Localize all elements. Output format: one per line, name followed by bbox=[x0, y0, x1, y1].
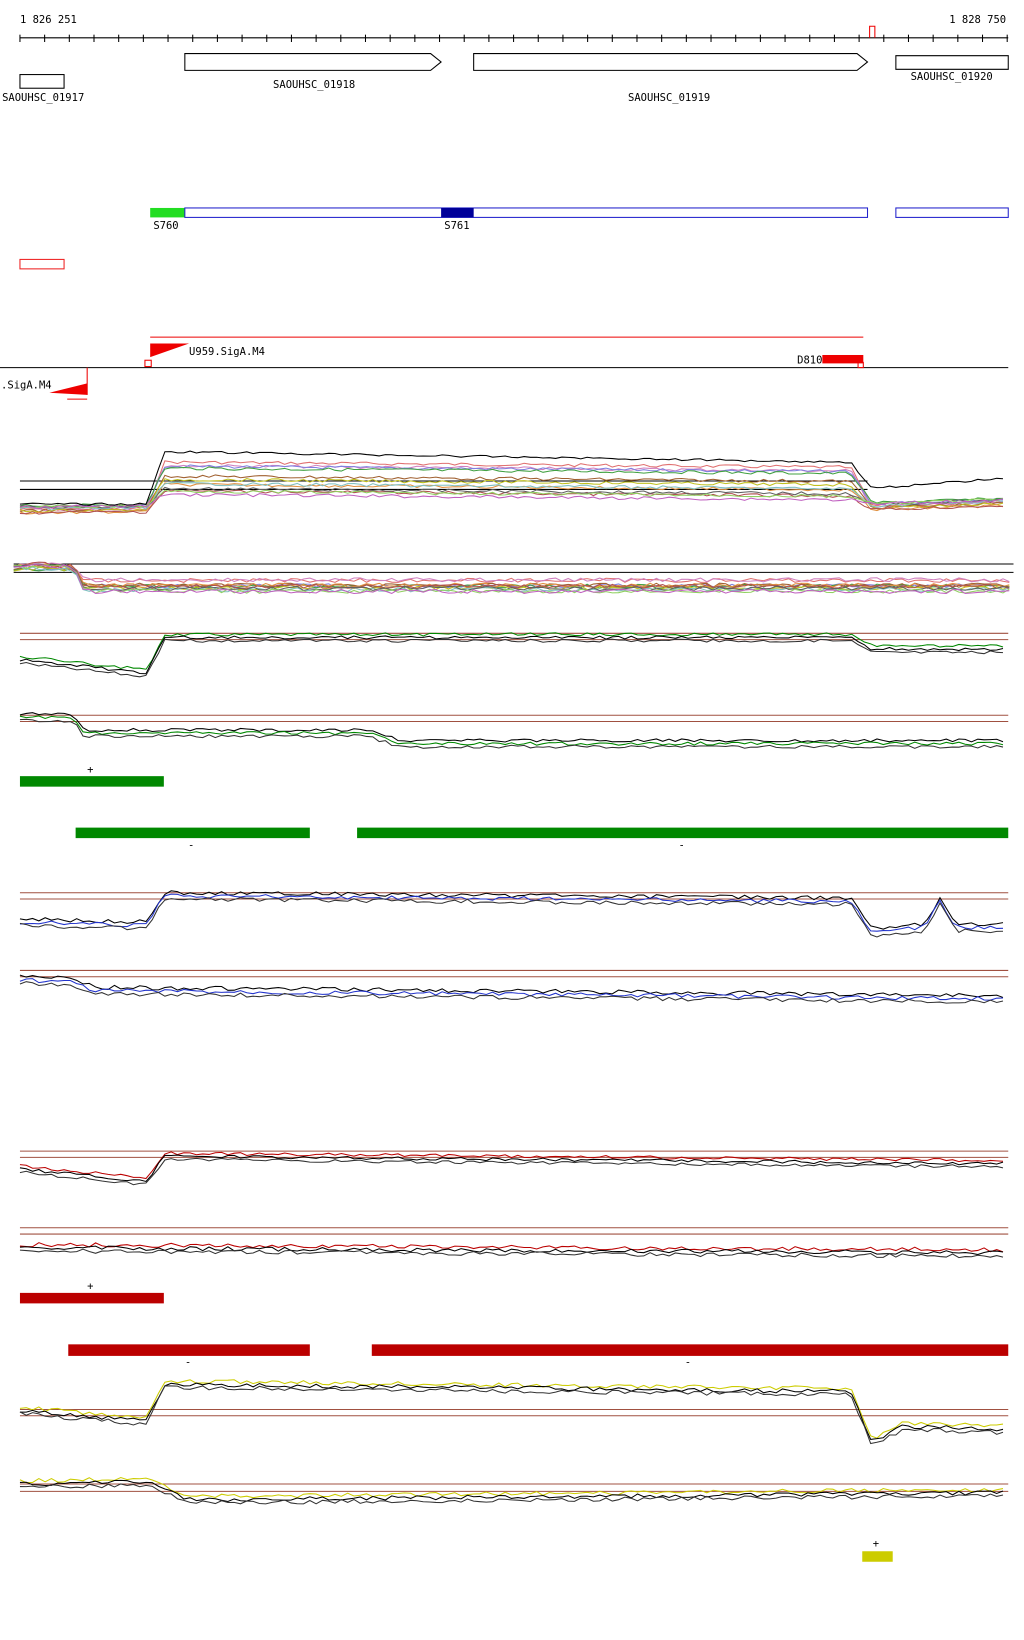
coverage-trace bbox=[19, 715, 1004, 746]
coverage-trace bbox=[19, 718, 1004, 749]
strand-label: + bbox=[87, 1281, 93, 1293]
strand-bar bbox=[19, 1292, 164, 1304]
coverage-trace bbox=[19, 1385, 1004, 1445]
coverage-trace bbox=[19, 1242, 1004, 1253]
coverage-trace bbox=[19, 481, 1004, 511]
gene-arrow bbox=[184, 53, 442, 71]
strand-bar bbox=[68, 1344, 310, 1356]
coverage-trace bbox=[19, 712, 1004, 743]
coverage-trace bbox=[13, 562, 1010, 583]
coverage-trace bbox=[19, 1379, 1004, 1439]
strand-label: - bbox=[678, 840, 684, 852]
segment bbox=[895, 207, 1009, 218]
strand-bar bbox=[862, 1551, 893, 1562]
ruler-end: 1 828 750 bbox=[949, 14, 1006, 26]
coverage-trace bbox=[19, 893, 1004, 932]
coverage-trace bbox=[19, 638, 1004, 678]
coverage-trace bbox=[19, 635, 1004, 675]
ruler-marker bbox=[869, 25, 876, 38]
coverage-trace bbox=[19, 1483, 1004, 1505]
coverage-trace bbox=[19, 981, 1004, 1004]
promoter bbox=[49, 383, 88, 395]
segment-label: S761 bbox=[444, 220, 469, 232]
coverage-trace bbox=[19, 978, 1004, 1001]
coverage-trace bbox=[13, 564, 1010, 583]
coverage-trace bbox=[19, 1382, 1004, 1440]
coverage-trace bbox=[19, 1476, 1004, 1499]
segment bbox=[184, 207, 869, 218]
strand-bar bbox=[371, 1344, 1009, 1356]
gene-label: SAOUHSC_01918 bbox=[273, 79, 355, 91]
tracks: 1 826 251 1 828 750 SAOUHSC_01917 SAOUHS… bbox=[0, 14, 1009, 1562]
coverage-trace bbox=[19, 1245, 1004, 1256]
segment bbox=[19, 258, 65, 270]
coverage-trace bbox=[13, 563, 1010, 592]
segment bbox=[441, 207, 474, 218]
gene-label: SAOUHSC_01919 bbox=[628, 92, 710, 104]
coverage-trace bbox=[19, 897, 1004, 938]
segment-label: S760 bbox=[153, 220, 178, 232]
coverage-trace bbox=[13, 564, 1010, 595]
terminator-label: D810 bbox=[797, 354, 822, 366]
coverage-trace bbox=[19, 486, 1004, 509]
coverage-trace bbox=[19, 489, 1004, 509]
strand-bar bbox=[357, 827, 1009, 839]
coverage-trace bbox=[19, 460, 1004, 511]
coverage-trace bbox=[19, 493, 1004, 509]
coverage-trace bbox=[19, 1154, 1004, 1183]
promoter bbox=[150, 343, 190, 358]
strand-bar bbox=[75, 827, 310, 839]
coverage-trace bbox=[13, 566, 1010, 593]
gene-label: SAOUHSC_01920 bbox=[911, 71, 993, 83]
coverage-trace bbox=[19, 974, 1004, 998]
coverage-trace bbox=[19, 1151, 1004, 1180]
strand-label: - bbox=[685, 1356, 691, 1368]
coverage-trace bbox=[19, 450, 1004, 506]
promoter-tick bbox=[144, 359, 152, 368]
strand-label: + bbox=[873, 1538, 879, 1550]
coverage-trace bbox=[19, 1248, 1004, 1259]
coverage-trace bbox=[19, 474, 1004, 513]
segment bbox=[150, 207, 185, 218]
coverage-trace bbox=[19, 478, 1004, 513]
promoter-label: U959.SigA.M4 bbox=[189, 346, 265, 358]
coverage-trace bbox=[19, 466, 1003, 508]
promoter-label: .SigA.M4 bbox=[1, 380, 52, 392]
strand-label: + bbox=[87, 764, 93, 776]
gene-arrow bbox=[473, 53, 869, 71]
terminator bbox=[822, 354, 864, 364]
ruler-start: 1 826 251 bbox=[20, 14, 77, 26]
gene-label: SAOUHSC_01917 bbox=[2, 92, 84, 104]
strand-label: - bbox=[185, 1356, 191, 1368]
coverage-trace bbox=[19, 1479, 1004, 1503]
terminator-tick bbox=[857, 361, 864, 369]
strand-bar bbox=[19, 776, 164, 787]
gene bbox=[895, 55, 1009, 70]
gene bbox=[19, 74, 65, 89]
coverage-trace bbox=[19, 1157, 1004, 1186]
strand-label: - bbox=[188, 840, 194, 852]
